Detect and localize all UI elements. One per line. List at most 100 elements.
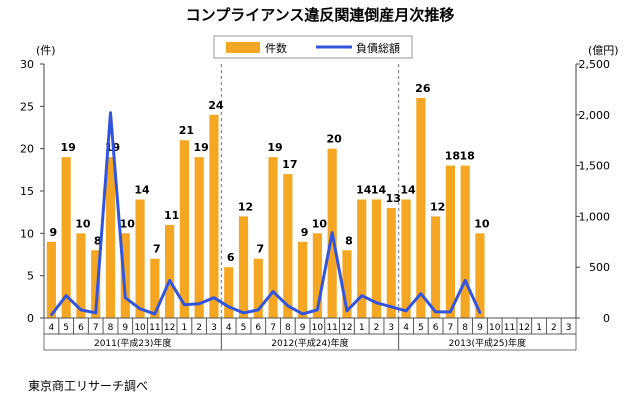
left-tick-label: 20 (20, 143, 34, 156)
debt-point (463, 279, 467, 282)
bar-data-label: 8 (94, 234, 102, 247)
bar (194, 157, 204, 318)
bar (91, 250, 101, 318)
legend-frame (213, 35, 413, 59)
legend: 件数 負債総額 (213, 35, 413, 59)
month-label: 10 (312, 323, 324, 333)
bar (312, 233, 322, 318)
bar (445, 165, 455, 318)
debt-point (434, 310, 437, 314)
fiscal-year-cell (398, 333, 577, 351)
bar (165, 224, 175, 318)
bar (76, 233, 86, 318)
debt-point (419, 292, 423, 295)
bar-data-label: 26 (415, 82, 431, 95)
bar-data-label: 18 (460, 150, 475, 163)
bar-data-label: 8 (345, 234, 353, 247)
bar-data-label: 21 (179, 124, 194, 137)
bar-data-label: 10 (75, 217, 91, 230)
debt-point (94, 311, 97, 315)
debt-point (138, 307, 142, 311)
debt-line (50, 111, 482, 316)
month-label: 12 (341, 323, 352, 333)
bar-data-label: 24 (208, 99, 224, 112)
bar (150, 258, 160, 318)
month-label: 7 (93, 323, 99, 333)
legend-line-label: 負債総額 (356, 41, 400, 55)
legend-bar-swatch (226, 42, 260, 53)
bar (105, 157, 116, 318)
bar-data-label: 19 (61, 141, 76, 154)
month-label: 9 (122, 323, 128, 333)
left-tick-label: 0 (27, 312, 34, 325)
bar (460, 165, 470, 318)
bar-data-label: 12 (238, 200, 253, 213)
bar-data-label: 12 (430, 200, 445, 213)
bar-data-label: 9 (301, 226, 309, 239)
bar (283, 174, 293, 318)
right-tick-label: 0 (603, 312, 610, 325)
debt-point (50, 313, 53, 317)
debt-point (168, 279, 171, 282)
month-label: 2 (374, 323, 380, 333)
bar-data-label: 14 (371, 183, 387, 196)
bar (135, 199, 145, 318)
bar (268, 157, 278, 318)
right-tick-label: 1,000 (579, 210, 611, 223)
debt-point (227, 305, 230, 309)
debt-point (345, 309, 349, 313)
chart-title: コンプライアンス違反関連倒産月次推移 (186, 6, 455, 24)
month-label: 3 (388, 323, 394, 333)
month-label: 9 (300, 323, 306, 333)
bar (357, 199, 367, 318)
bar-data-label: 11 (164, 209, 179, 222)
month-label: 1 (182, 323, 188, 333)
bar (416, 97, 426, 318)
debt-point (316, 308, 319, 312)
bar (46, 241, 56, 318)
legend-bar-label: 件数 (265, 42, 287, 55)
month-label: 12 (519, 323, 530, 333)
bar-data-label: 18 (445, 150, 460, 163)
right-tick-label: 500 (589, 261, 610, 274)
month-label: 11 (149, 323, 160, 333)
bar-data-label: 7 (256, 243, 264, 256)
bar-data-label: 10 (474, 217, 490, 230)
debt-point (197, 302, 201, 305)
month-label: 7 (448, 323, 454, 333)
month-label: 4 (226, 323, 232, 333)
month-label: 12 (164, 323, 175, 333)
debt-point (360, 294, 363, 297)
month-label: 5 (241, 323, 247, 333)
bar-data-label: 14 (134, 183, 150, 196)
bar (61, 157, 71, 318)
month-label: 3 (211, 323, 217, 333)
bar (342, 250, 352, 318)
month-label: 6 (255, 323, 261, 333)
right-tick-label: 1,500 (579, 160, 611, 173)
month-label: 5 (418, 323, 424, 333)
month-label: 8 (462, 323, 468, 333)
debt-point (390, 305, 393, 309)
month-label: 1 (536, 323, 542, 333)
month-label: 5 (63, 323, 69, 333)
month-label: 1 (359, 323, 365, 333)
left-tick-label: 10 (20, 227, 34, 240)
bar (431, 216, 441, 318)
debt-point (183, 303, 186, 306)
month-label: 2 (551, 323, 557, 333)
bar-data-label: 14 (400, 183, 416, 196)
month-label: 6 (78, 323, 84, 333)
debt-point (330, 231, 334, 234)
month-label: 8 (108, 323, 114, 333)
left-tick-label: 25 (20, 100, 34, 113)
month-label: 10 (134, 323, 146, 333)
month-label: 2 (196, 323, 202, 333)
bar-data-label: 19 (267, 141, 282, 154)
bar (386, 207, 396, 318)
left-axis-unit: (件) (36, 44, 56, 57)
fiscal-year-label: 2011(平成23)年度 (94, 337, 171, 349)
bar-data-label: 17 (282, 158, 297, 171)
debt-point (301, 312, 304, 316)
